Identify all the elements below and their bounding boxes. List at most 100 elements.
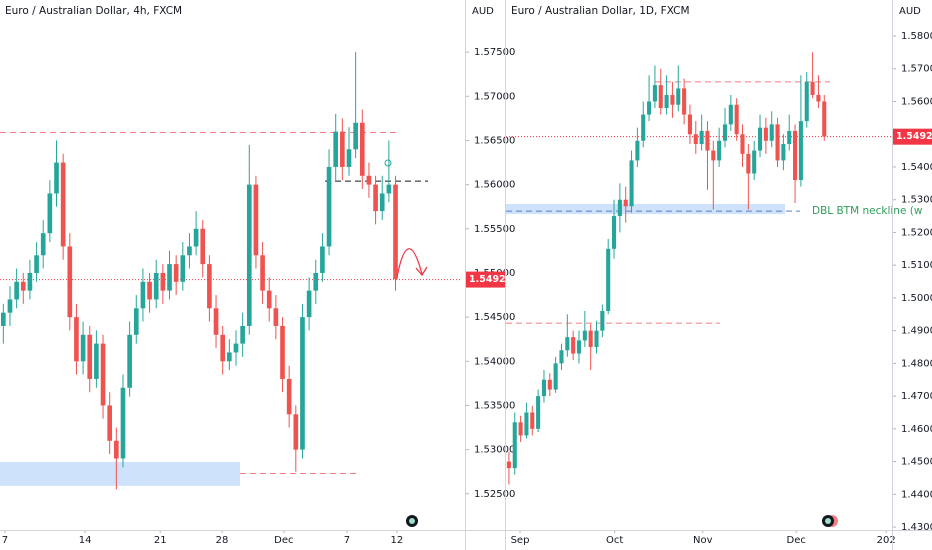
candle-body xyxy=(524,412,529,436)
candle-body xyxy=(629,160,634,207)
y-tick-label: 1.56500 xyxy=(474,135,515,146)
candle-body xyxy=(635,140,640,161)
y-tick-label: 1.47000 xyxy=(901,391,932,402)
chart-title: Euro / Australian Dollar, 4h, FXCM xyxy=(5,5,182,17)
candle-body xyxy=(333,131,339,167)
candle-body xyxy=(594,330,599,348)
y-tick-label: 1.57000 xyxy=(474,91,515,102)
candle-body xyxy=(582,330,587,341)
candle-body xyxy=(553,363,558,390)
candle-body xyxy=(80,334,86,362)
candle-body xyxy=(536,396,541,429)
candle-body xyxy=(114,440,119,459)
candle-body xyxy=(617,199,622,217)
y-tick-label: 1.52000 xyxy=(901,227,932,238)
y-tick-label: 1.46000 xyxy=(901,424,932,435)
candle-body xyxy=(220,334,226,362)
candle-body xyxy=(326,166,332,247)
candle-body xyxy=(353,122,358,150)
candle-body xyxy=(757,127,763,151)
candle-body xyxy=(47,193,53,234)
y-tick-label: 1.48000 xyxy=(901,358,932,369)
candle-body xyxy=(379,193,385,212)
candle-body xyxy=(320,246,325,273)
candle-body xyxy=(260,255,265,291)
arrow-head xyxy=(415,266,428,277)
candle-body xyxy=(576,340,582,354)
candle-body xyxy=(253,184,259,256)
candle-body xyxy=(781,144,786,161)
zone xyxy=(506,203,785,215)
candle-body xyxy=(300,317,305,450)
y-tick-label: 1.49000 xyxy=(901,326,932,337)
level-label: DBL BTM neckline (w xyxy=(812,205,923,217)
candle-body xyxy=(40,233,46,256)
y-tick-label: 1.57000 xyxy=(901,64,932,75)
candle-body xyxy=(193,228,199,247)
y-tick-label: 1.50000 xyxy=(901,293,932,304)
candle-body xyxy=(173,264,179,282)
candle-body xyxy=(769,124,774,141)
x-tick-label: 7 xyxy=(344,535,350,546)
candle-body xyxy=(547,379,552,390)
candle-body xyxy=(386,184,392,194)
candle-body xyxy=(393,184,398,280)
candle-body xyxy=(775,124,780,161)
candle-body xyxy=(340,131,345,167)
charts: Euro / Australian Dollar, 4h, FXCM AUD 1.5… xyxy=(0,5,932,546)
candle-body xyxy=(373,184,378,212)
candle-body xyxy=(266,290,272,309)
candle-body xyxy=(664,94,669,109)
candle-body xyxy=(734,104,739,135)
axis-unit: AUD xyxy=(472,6,494,17)
candle-body xyxy=(571,337,576,354)
y-tick-label: 1.52500 xyxy=(474,489,515,500)
candle-body xyxy=(810,81,815,95)
candle-body xyxy=(711,150,716,161)
candle-body xyxy=(273,308,279,326)
candle-body xyxy=(816,94,821,102)
x-tick-label: 12 xyxy=(390,535,403,546)
candle-body xyxy=(240,325,245,344)
candle-body xyxy=(213,308,219,335)
y-tick-label: 1.51000 xyxy=(901,260,932,271)
candle-body xyxy=(793,130,798,181)
y-tick-label: 1.43000 xyxy=(901,522,932,533)
candle-body xyxy=(746,153,751,174)
x-tick-label: Nov xyxy=(693,535,713,546)
candle-body xyxy=(822,101,827,137)
candle-body xyxy=(641,114,646,141)
candle-body xyxy=(246,184,252,326)
candle-body xyxy=(34,255,39,273)
candle-body xyxy=(207,264,212,309)
candle-body xyxy=(740,134,745,154)
candle-body xyxy=(160,272,166,291)
candle-body xyxy=(227,352,232,362)
candle-body xyxy=(147,281,152,300)
x-tick-label: Sep xyxy=(511,535,530,546)
candle-body xyxy=(133,308,139,335)
candle-body xyxy=(140,281,146,309)
candle-body xyxy=(54,162,59,194)
y-tick-label: 1.54000 xyxy=(901,162,932,173)
candle-body xyxy=(705,130,710,151)
candle-body xyxy=(588,330,593,348)
y-tick-label: 1.44000 xyxy=(901,489,932,500)
candle-body xyxy=(120,387,126,459)
candle-body xyxy=(67,246,73,318)
price-tag-label: 1.54925 xyxy=(469,274,512,285)
candle-body xyxy=(787,130,792,145)
candle-body xyxy=(233,343,239,353)
x-tick-label: Dec xyxy=(787,535,806,546)
candle-body xyxy=(107,405,113,441)
candle-body xyxy=(611,216,617,249)
candle-body xyxy=(693,134,698,145)
candle-body xyxy=(94,343,99,379)
candle-body xyxy=(187,246,192,256)
candle-body xyxy=(798,121,803,181)
candle-body xyxy=(763,127,768,141)
x-tick-label: Dec xyxy=(274,535,293,546)
candle-body xyxy=(306,290,312,318)
y-tick-label: 1.55500 xyxy=(474,224,515,235)
logo xyxy=(825,518,831,524)
